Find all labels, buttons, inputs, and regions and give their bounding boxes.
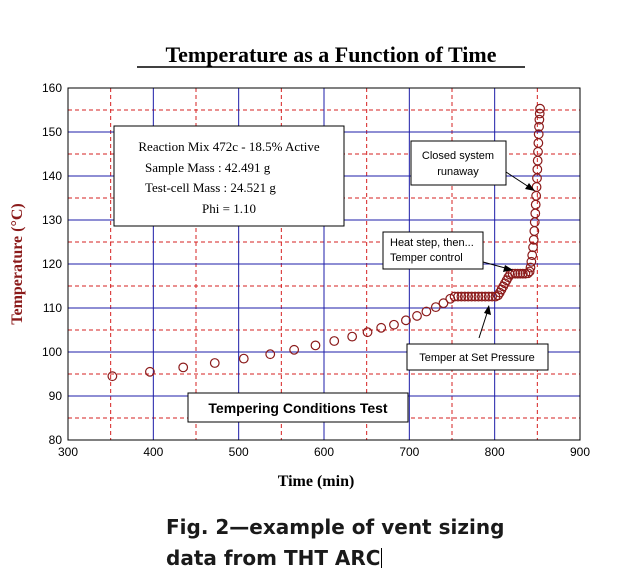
test-name-label: Tempering Conditions Test	[208, 400, 387, 416]
arrowhead-icon	[484, 305, 491, 315]
data-point	[329, 336, 340, 346]
data-point	[463, 291, 474, 302]
info-box-line-1: Reaction Mix 472c - 18.5% Active	[138, 139, 319, 154]
chart-title: Temperature as a Function of Time	[165, 42, 496, 67]
data-point	[507, 268, 518, 279]
x-tick-label: 500	[229, 445, 249, 459]
data-point	[510, 268, 521, 279]
data-point	[178, 362, 189, 373]
annotation-box	[410, 140, 507, 186]
info-box-frame	[113, 125, 345, 227]
y-tick-label: 160	[42, 81, 62, 95]
data-point	[534, 108, 545, 119]
caption-line-2-row: data from THT ARC	[166, 543, 504, 574]
annotation-line-2: runaway	[437, 166, 479, 178]
x-tick-label: 300	[58, 445, 78, 459]
data-point	[533, 129, 544, 140]
data-point	[238, 353, 249, 364]
info-box: Reaction Mix 472c - 18.5% Active Sample …	[113, 125, 345, 227]
test-name-box: Tempering Conditions Test	[187, 392, 409, 423]
caption-line-2: data from THT ARC	[166, 546, 381, 570]
info-box-line-2: Sample Mass : 42.491 g	[145, 160, 271, 175]
data-point	[310, 340, 321, 351]
data-point	[528, 242, 538, 253]
data-point	[470, 291, 480, 302]
data-point	[449, 291, 460, 302]
data-series	[107, 103, 545, 382]
data-point	[476, 291, 487, 302]
data-point	[456, 291, 467, 302]
data-point	[289, 344, 300, 355]
data-point	[523, 268, 533, 279]
axis-ticks: 300 400 500 600 700 800 900 80 90 100 110 120 130 140…	[42, 81, 590, 459]
test-name-frame	[187, 392, 409, 423]
data-point	[473, 291, 484, 302]
info-box-line-3: Test-cell Mass : 24.521 g	[145, 180, 276, 195]
data-point	[453, 291, 463, 302]
data-point	[534, 114, 545, 125]
annotation-box	[406, 343, 549, 371]
caption-line-1: Fig. 2—example of vent sizing	[166, 515, 505, 539]
y-tick-label: 110	[43, 301, 62, 315]
x-axis-label: Time (min)	[278, 473, 355, 490]
data-point	[512, 268, 523, 279]
annotation-heat-step: Heat step, then... Temper control	[382, 231, 513, 272]
x-tick-label: 600	[314, 445, 334, 459]
annotation-line-1: Closed system	[422, 150, 494, 162]
data-point	[527, 250, 538, 261]
plot-frame	[67, 87, 581, 441]
y-tick-label: 90	[49, 389, 63, 403]
y-axis-label: Temperature (°C)	[9, 203, 26, 324]
data-point	[493, 290, 503, 301]
data-point	[362, 327, 373, 338]
data-point	[430, 302, 441, 313]
data-point	[376, 322, 387, 333]
data-point	[459, 291, 470, 302]
annotation-line-1: Temper at Set Pressure	[419, 352, 535, 364]
data-point	[265, 349, 276, 360]
y-tick-label: 100	[42, 345, 62, 359]
annotation-line-2: Temper control	[390, 252, 463, 264]
data-point	[487, 291, 498, 302]
x-tick-label: 900	[570, 445, 590, 459]
chart: Temperature as a Function of Time 300 400…	[9, 42, 591, 490]
y-tick-label: 150	[42, 125, 62, 139]
y-tick-label: 120	[42, 257, 62, 271]
annotation-arrow	[478, 309, 489, 339]
y-tick-label: 80	[49, 433, 63, 447]
data-point	[524, 266, 535, 277]
data-point	[438, 298, 449, 309]
figure-caption: Fig. 2—example of vent sizing data from …	[166, 512, 504, 574]
text-cursor	[381, 548, 383, 568]
data-point	[145, 366, 155, 377]
data-point	[401, 315, 411, 326]
data-point	[483, 291, 494, 302]
annotation-closed-system-runaway: Closed system runaway	[410, 140, 535, 191]
data-point	[421, 306, 432, 317]
data-point	[535, 103, 545, 114]
data-point	[517, 268, 528, 279]
data-point	[107, 371, 118, 382]
x-tick-label: 400	[143, 445, 163, 459]
data-point	[412, 311, 422, 321]
x-tick-label: 700	[399, 445, 419, 459]
data-point	[480, 291, 491, 302]
data-point	[389, 319, 399, 330]
annotation-temper-set-pressure: Temper at Set Pressure	[406, 305, 549, 371]
data-point	[515, 268, 526, 279]
x-tick-label: 800	[485, 445, 505, 459]
data-point	[347, 331, 358, 342]
arrowhead-icon	[525, 183, 535, 191]
info-box-line-4: Phi = 1.10	[202, 201, 256, 216]
annotation-line-1: Heat step, then...	[390, 237, 474, 249]
data-point	[534, 121, 544, 132]
y-tick-label: 130	[42, 213, 62, 227]
arrowhead-icon	[503, 265, 513, 272]
annotation-box	[382, 231, 484, 270]
data-point	[209, 358, 220, 368]
y-tick-label: 140	[42, 169, 62, 183]
data-point	[466, 291, 477, 302]
data-point	[526, 256, 537, 267]
data-point	[525, 262, 536, 273]
